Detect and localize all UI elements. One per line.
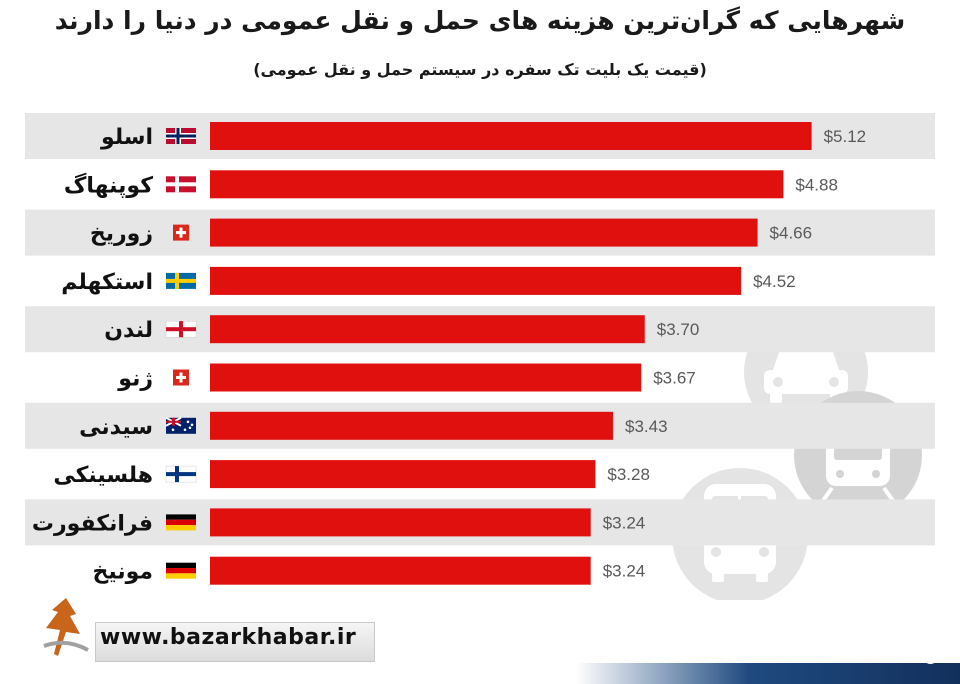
bar <box>210 266 742 295</box>
bar <box>210 170 784 199</box>
flag-switzerland-icon <box>173 224 189 241</box>
website-link[interactable]: www.bazarkhabar.ir <box>100 625 357 650</box>
source-label: منبع: PT Union <box>835 646 950 664</box>
data-label: $5.12 <box>824 127 867 146</box>
transport-icons <box>672 310 922 600</box>
category-label: کوپنهاگ <box>64 172 153 198</box>
data-label: $3.28 <box>607 465 650 484</box>
data-label: $3.70 <box>657 320 700 339</box>
data-label: $4.88 <box>795 175 838 194</box>
flag-norway-icon <box>166 128 196 144</box>
bar <box>210 315 645 344</box>
chart-row: $3.24 فرانکفورت <box>25 499 935 546</box>
flag-denmark-icon <box>166 176 196 193</box>
chart-title: شهرهایی که گران‌ترین هزینه های حمل و نقل… <box>54 6 906 35</box>
flag-england-icon <box>165 320 197 338</box>
category-label: لندن <box>104 318 153 343</box>
chart-row: $3.24 مونیخ <box>92 556 646 585</box>
flag-australia-icon <box>165 416 196 434</box>
bar <box>210 508 591 537</box>
chart-row: $3.67 ژنو <box>117 363 696 392</box>
bazarkhabar-logo-icon <box>43 598 89 656</box>
data-label: $4.52 <box>753 272 796 291</box>
data-label: $3.24 <box>603 562 646 581</box>
chart-subtitle: (قیمت یک بلیت تک سفره در سیستم حمل و نقل… <box>253 60 707 79</box>
category-label: مونیخ <box>92 560 153 585</box>
category-label: زوریخ <box>90 222 153 247</box>
source-bar <box>0 663 960 684</box>
bar <box>210 363 642 392</box>
flag-switzerland-icon <box>173 369 189 386</box>
data-label: $4.66 <box>770 224 813 243</box>
chart-row: $4.88 کوپنهاگ <box>64 170 838 199</box>
category-label: فرانکفورت <box>32 511 153 536</box>
footer: www.bazarkhabar.ir منبع: PT Union <box>0 622 960 684</box>
data-label: $3.67 <box>653 369 696 388</box>
category-label: اسلو <box>100 125 153 150</box>
data-label: $3.43 <box>625 417 668 436</box>
chart-row: $4.66 زوریخ <box>25 209 935 256</box>
bar <box>210 460 596 489</box>
chart-row: $3.28 هلسینکی <box>53 460 650 489</box>
category-label: هلسینکی <box>53 463 153 488</box>
bar <box>210 556 591 585</box>
category-label: سیدنی <box>79 415 153 440</box>
chart-row: $5.12 اسلو <box>25 113 935 159</box>
bar <box>210 411 614 440</box>
bar <box>210 218 758 247</box>
flag-finland-icon <box>165 465 197 483</box>
category-label: ژنو <box>117 367 153 392</box>
category-label: استکهلم <box>61 270 153 295</box>
chart-row: $3.70 لندن <box>25 306 935 353</box>
data-label: $3.24 <box>603 513 646 532</box>
flag-germany-icon <box>166 562 196 579</box>
chart-row: $3.43 سیدنی <box>25 402 935 449</box>
flag-germany-icon <box>166 514 196 531</box>
chart-row: $4.52 استکهلم <box>61 266 796 295</box>
bar-chart: $5.12 اسلو $4.88 کوپنهاگ $4.66 زوریخ $4.52 استک… <box>25 113 935 600</box>
website-panel <box>95 622 375 662</box>
flag-sweden-icon <box>166 272 196 289</box>
bar <box>210 122 812 150</box>
